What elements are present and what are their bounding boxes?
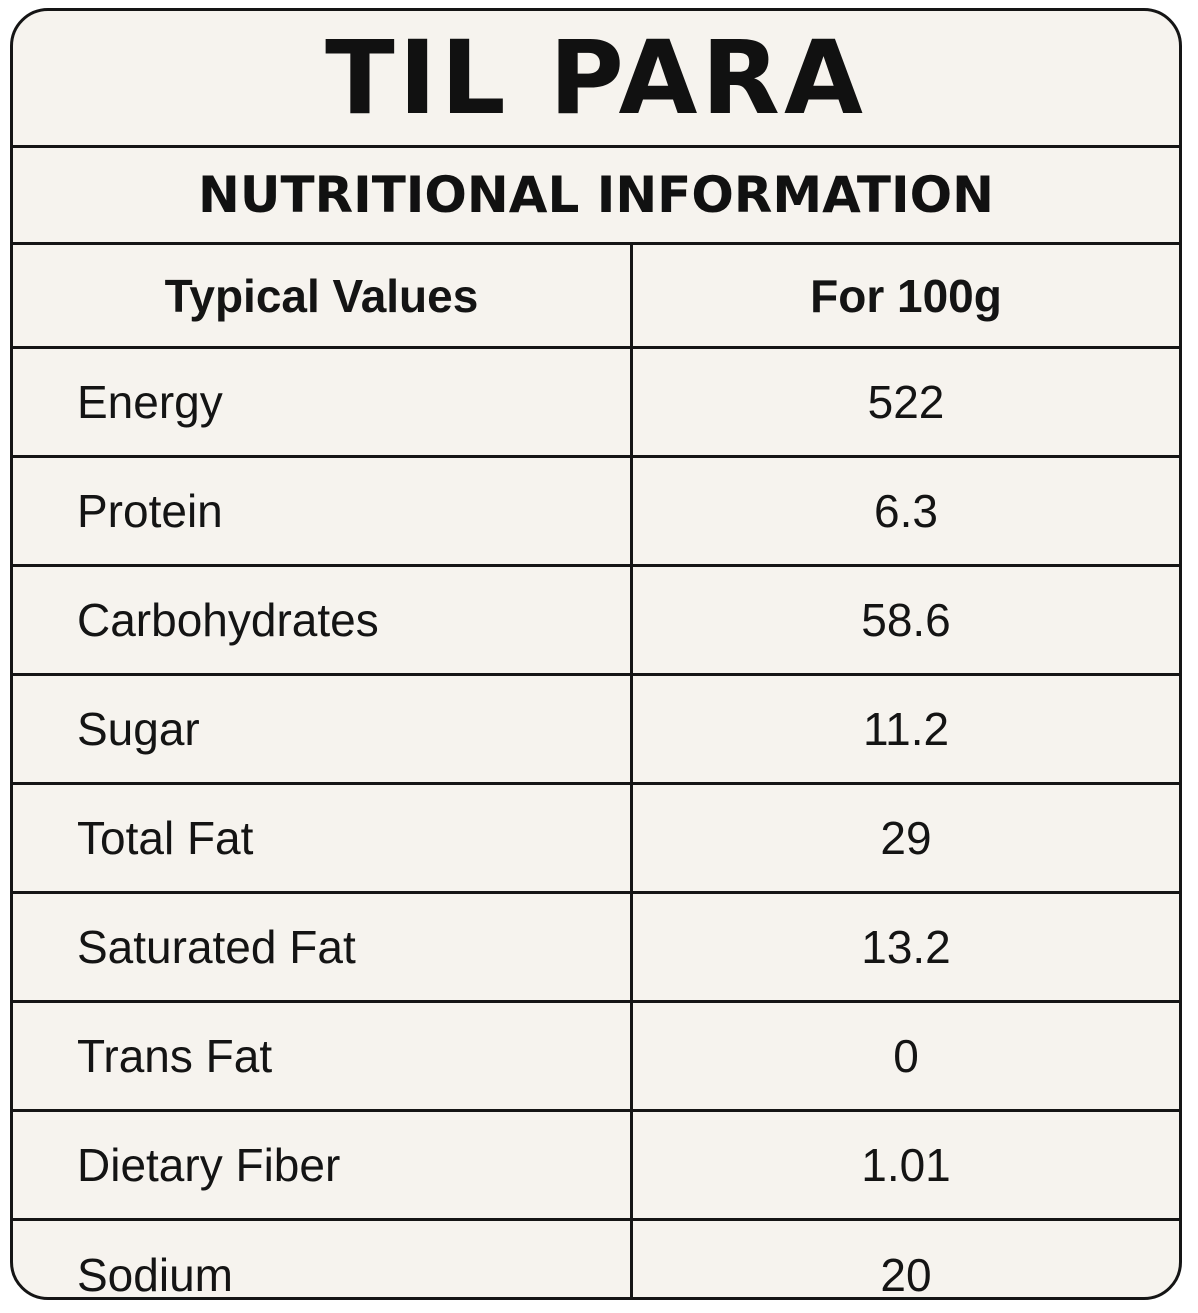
nutrient-value: 58.6 xyxy=(861,594,951,646)
table-row: Saturated Fat 13.2 xyxy=(13,894,1179,1003)
nutrient-name: Sugar xyxy=(13,676,633,782)
nutrition-label-card: TIL PARA NUTRITIONAL INFORMATION Typical… xyxy=(10,8,1182,1300)
nutrient-value: 29 xyxy=(880,812,932,864)
nutrition-heading: NUTRITIONAL INFORMATION xyxy=(13,148,1179,245)
table-row: Energy 522 xyxy=(13,349,1179,458)
nutrient-name: Energy xyxy=(13,349,633,455)
nutrient-value: 13.2 xyxy=(861,921,951,973)
nutrition-table: Typical Values For 100g Energy 522 Prote… xyxy=(13,245,1179,1297)
nutrient-value: 6.3 xyxy=(874,485,938,537)
nutrient-name: Protein xyxy=(13,458,633,564)
table-row: Protein 6.3 xyxy=(13,458,1179,567)
table-row: Trans Fat 0 xyxy=(13,1003,1179,1112)
nutrient-name: Sodium xyxy=(13,1221,633,1297)
nutrient-name: Total Fat xyxy=(13,785,633,891)
nutrient-value: 522 xyxy=(867,376,945,428)
column-header-typical-values: Typical Values xyxy=(13,245,633,346)
table-row: Carbohydrates 58.6 xyxy=(13,567,1179,676)
nutrient-name: Dietary Fiber xyxy=(13,1112,633,1218)
nutrient-name: Trans Fat xyxy=(13,1003,633,1109)
column-header-per-100g: For 100g xyxy=(810,269,1002,322)
nutrient-value: 0 xyxy=(893,1030,919,1082)
nutrient-value: 1.01 xyxy=(861,1139,951,1191)
nutrient-name: Saturated Fat xyxy=(13,894,633,1000)
table-header-row: Typical Values For 100g xyxy=(13,245,1179,349)
product-title: TIL PARA xyxy=(13,11,1179,148)
nutrient-value: 11.2 xyxy=(862,703,950,755)
table-row: Sodium 20 xyxy=(13,1221,1179,1300)
nutrient-name: Carbohydrates xyxy=(13,567,633,673)
table-row: Total Fat 29 xyxy=(13,785,1179,894)
nutrient-value: 20 xyxy=(880,1248,932,1300)
table-row: Sugar 11.2 xyxy=(13,676,1179,785)
table-row: Dietary Fiber 1.01 xyxy=(13,1112,1179,1221)
